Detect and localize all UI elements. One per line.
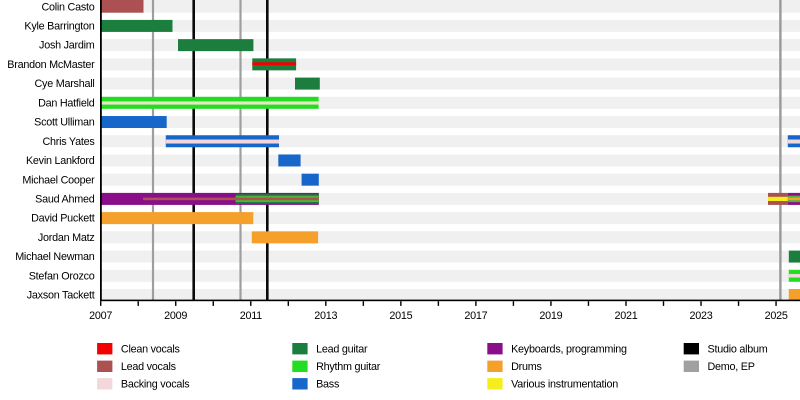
svg-text:Chris Yates: Chris Yates [42, 136, 95, 148]
svg-text:Lead guitar: Lead guitar [316, 343, 368, 355]
svg-text:Clean vocals: Clean vocals [121, 343, 181, 355]
svg-text:Keyboards, programming: Keyboards, programming [511, 343, 627, 355]
svg-text:2023: 2023 [689, 310, 712, 322]
svg-text:2007: 2007 [89, 310, 112, 322]
svg-text:Dan Hatfield: Dan Hatfield [38, 97, 95, 109]
svg-text:Brandon McMaster: Brandon McMaster [7, 59, 95, 71]
svg-text:Studio album: Studio album [708, 343, 768, 355]
svg-text:Michael Newman: Michael Newman [15, 251, 95, 263]
svg-text:2011: 2011 [240, 310, 262, 322]
svg-text:Lead vocals: Lead vocals [121, 361, 177, 373]
svg-text:Saud Ahmed: Saud Ahmed [35, 194, 95, 206]
svg-text:Drums: Drums [511, 361, 542, 373]
svg-text:2019: 2019 [539, 310, 562, 322]
svg-text:Michael Cooper: Michael Cooper [22, 174, 95, 186]
svg-text:2017: 2017 [464, 310, 487, 322]
svg-text:Various instrumentation: Various instrumentation [511, 378, 618, 390]
svg-text:2013: 2013 [314, 310, 337, 322]
svg-text:David Puckett: David Puckett [31, 213, 95, 225]
svg-text:Scott Ulliman: Scott Ulliman [34, 117, 95, 129]
svg-text:Demo, EP: Demo, EP [708, 361, 755, 373]
svg-text:Bass: Bass [316, 378, 340, 390]
svg-text:2009: 2009 [164, 310, 187, 322]
svg-text:Cye Marshall: Cye Marshall [35, 78, 95, 90]
svg-text:Kyle Barrington: Kyle Barrington [24, 21, 94, 33]
svg-text:2021: 2021 [614, 310, 637, 322]
svg-text:Colin Casto: Colin Casto [41, 1, 94, 13]
svg-text:Kevin Lankford: Kevin Lankford [26, 155, 95, 167]
svg-text:2025: 2025 [765, 310, 788, 322]
svg-text:Backing vocals: Backing vocals [121, 378, 190, 390]
svg-text:Jaxson Tackett: Jaxson Tackett [27, 290, 95, 302]
svg-text:Stefan Orozco: Stefan Orozco [29, 270, 95, 282]
svg-text:Jordan Matz: Jordan Matz [38, 232, 95, 244]
svg-text:Josh Jardim: Josh Jardim [39, 40, 95, 52]
svg-text:2015: 2015 [389, 310, 412, 322]
svg-text:Rhythm guitar: Rhythm guitar [316, 361, 381, 373]
